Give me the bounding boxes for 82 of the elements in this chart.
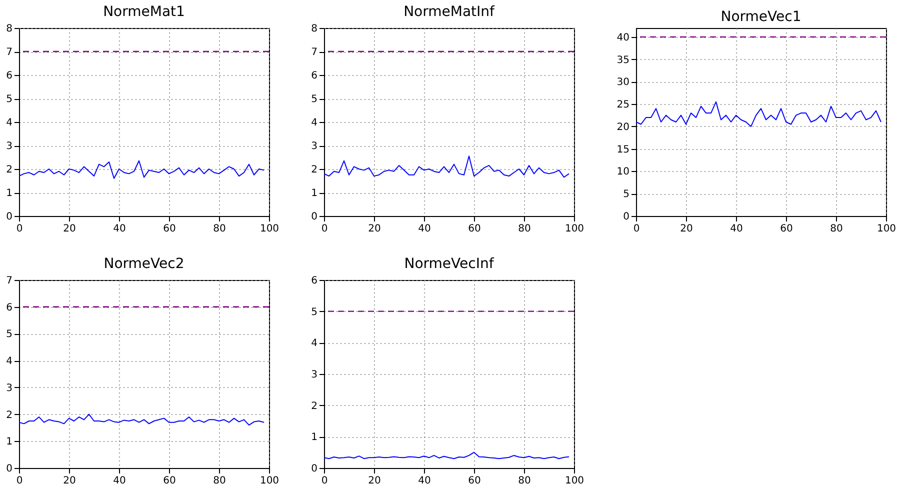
x-tick-label: 60 <box>163 224 176 234</box>
chart-title: NormeVec1 <box>720 9 802 25</box>
y-tick-label: 6 <box>6 302 12 314</box>
y-tick-label: 4 <box>311 118 318 128</box>
y-tick-label: 8 <box>311 24 318 34</box>
y-tick-label: 8 <box>6 24 12 34</box>
y-tick-label: 2 <box>6 164 12 176</box>
x-tick-label: 80 <box>518 476 531 486</box>
chart-title: NormeVecInf <box>404 256 495 272</box>
x-tick-label: 80 <box>518 224 531 234</box>
y-tick-label: 6 <box>6 70 12 82</box>
y-tick-label: 25 <box>616 100 630 111</box>
x-tick-label: 0 <box>321 224 328 234</box>
x-tick-label: 40 <box>730 224 743 234</box>
y-tick-label: 5 <box>311 94 318 105</box>
y-tick-label: 15 <box>616 144 630 156</box>
y-tick-label: 0 <box>6 212 12 222</box>
chart-title: NormeVec2 <box>104 256 184 272</box>
line-series <box>19 160 264 179</box>
x-tick-label: 20 <box>63 224 76 234</box>
y-tick-label: 2 <box>311 164 318 176</box>
y-tick-label: 1 <box>311 432 318 444</box>
x-tick-label: 100 <box>260 476 280 486</box>
y-tick-label: 3 <box>6 382 12 394</box>
line-series <box>19 414 264 426</box>
x-tick-label: 80 <box>213 476 226 486</box>
y-tick-label: 6 <box>311 70 318 82</box>
y-tick-label: 20 <box>616 122 630 133</box>
y-tick-label: 5 <box>623 189 630 200</box>
x-tick-label: 60 <box>468 224 481 234</box>
chart-title: NormeMat1 <box>103 4 185 20</box>
y-tick-label: 4 <box>6 118 12 128</box>
y-tick-label: 7 <box>6 47 12 58</box>
x-tick-label: 20 <box>680 224 693 234</box>
y-tick-label: 3 <box>6 141 12 152</box>
y-tick-label: 6 <box>311 276 318 286</box>
x-tick-label: 40 <box>113 476 126 486</box>
y-tick-label: 2 <box>311 400 318 412</box>
y-tick-label: 3 <box>311 370 318 380</box>
y-tick-label: 0 <box>311 212 318 222</box>
y-tick-label: 30 <box>616 77 630 88</box>
y-tick-label: 5 <box>6 329 12 340</box>
x-tick-label: 60 <box>468 476 481 486</box>
y-tick-label: 0 <box>311 464 318 474</box>
y-tick-label: 1 <box>6 188 12 199</box>
line-series <box>324 156 570 178</box>
y-tick-label: 40 <box>616 32 630 44</box>
y-tick-label: 0 <box>623 212 630 222</box>
x-tick-label: 40 <box>418 476 431 486</box>
chart-title: NormeMatInf <box>404 4 496 20</box>
y-tick-label: 35 <box>616 54 630 66</box>
y-tick-label: 2 <box>6 410 12 421</box>
x-tick-label: 40 <box>418 224 431 234</box>
x-tick-label: 0 <box>633 224 640 234</box>
y-tick-label: 10 <box>616 166 630 178</box>
x-tick-label: 100 <box>564 476 584 486</box>
y-tick-label: 7 <box>311 47 318 58</box>
y-tick-label: 0 <box>6 464 12 474</box>
line-series <box>324 452 570 460</box>
x-tick-label: 20 <box>368 476 381 486</box>
x-tick-label: 20 <box>63 476 76 486</box>
x-tick-label: 20 <box>368 224 381 234</box>
x-tick-label: 100 <box>876 224 896 234</box>
line-series <box>636 101 882 127</box>
x-tick-label: 60 <box>163 476 176 486</box>
x-tick-label: 0 <box>16 476 23 486</box>
x-tick-label: 40 <box>113 224 126 234</box>
x-tick-label: 100 <box>260 224 280 234</box>
y-tick-label: 3 <box>311 141 318 152</box>
y-tick-label: 4 <box>311 338 318 350</box>
x-tick-label: 80 <box>213 224 226 234</box>
x-tick-label: 0 <box>321 476 328 486</box>
y-tick-label: 4 <box>6 356 12 368</box>
x-tick-label: 100 <box>564 224 584 234</box>
y-tick-label: 5 <box>311 306 318 318</box>
y-tick-label: 1 <box>311 188 318 199</box>
y-tick-label: 7 <box>6 276 12 286</box>
x-tick-label: 0 <box>16 224 23 234</box>
x-tick-label: 80 <box>830 224 843 234</box>
x-tick-label: 60 <box>780 224 793 234</box>
y-tick-label: 1 <box>6 436 12 448</box>
y-tick-label: 5 <box>6 94 12 105</box>
